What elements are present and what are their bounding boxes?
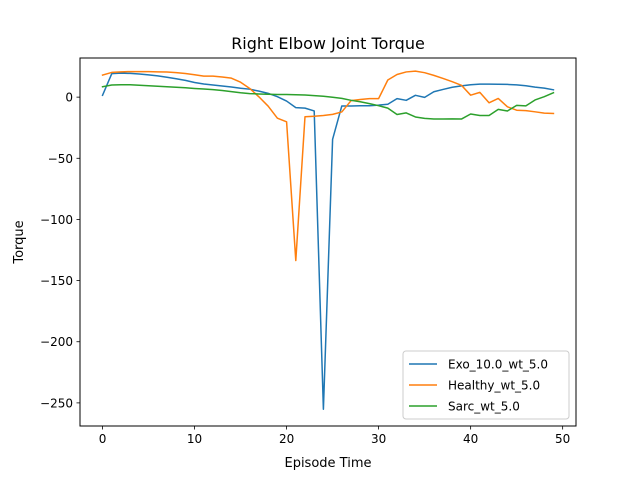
series-line-2 xyxy=(101,70,555,262)
x-tick-label: 10 xyxy=(187,432,202,446)
x-tick-label: 30 xyxy=(371,432,386,446)
legend-label: Exo_10.0_wt_5.0 xyxy=(448,358,548,372)
y-tick-label: −50 xyxy=(48,152,73,166)
series-line-1 xyxy=(101,72,555,410)
plot-area-frame xyxy=(79,57,577,427)
y-tick-label: −250 xyxy=(40,396,73,410)
series-layer xyxy=(101,70,555,410)
x-tick-label: 0 xyxy=(99,432,107,446)
chart-title: Right Elbow Joint Torque xyxy=(231,34,425,53)
x-tick-label: 40 xyxy=(463,432,478,446)
legend: Exo_10.0_wt_5.0 Healthy_wt_5.0 Sarc_wt_5.0 xyxy=(402,350,570,420)
y-tick-label: −200 xyxy=(40,335,73,349)
legend-label: Sarc_wt_5.0 xyxy=(448,400,520,414)
x-axis: 0 10 20 30 40 50 xyxy=(99,426,570,446)
legend-label: Healthy_wt_5.0 xyxy=(448,379,540,393)
y-tick-label: −100 xyxy=(40,213,73,227)
y-tick-label: 0 xyxy=(65,91,73,105)
series-line-3 xyxy=(101,84,555,120)
y-axis-label: Torque xyxy=(12,220,27,264)
x-tick-label: 20 xyxy=(279,432,294,446)
legend-box xyxy=(402,350,570,420)
x-tick-label: 50 xyxy=(555,432,570,446)
y-tick-label: −150 xyxy=(40,274,73,288)
x-axis-label: Episode Time xyxy=(284,456,371,471)
y-axis: 0 −50 −100 −150 −200 −250 xyxy=(40,91,80,410)
